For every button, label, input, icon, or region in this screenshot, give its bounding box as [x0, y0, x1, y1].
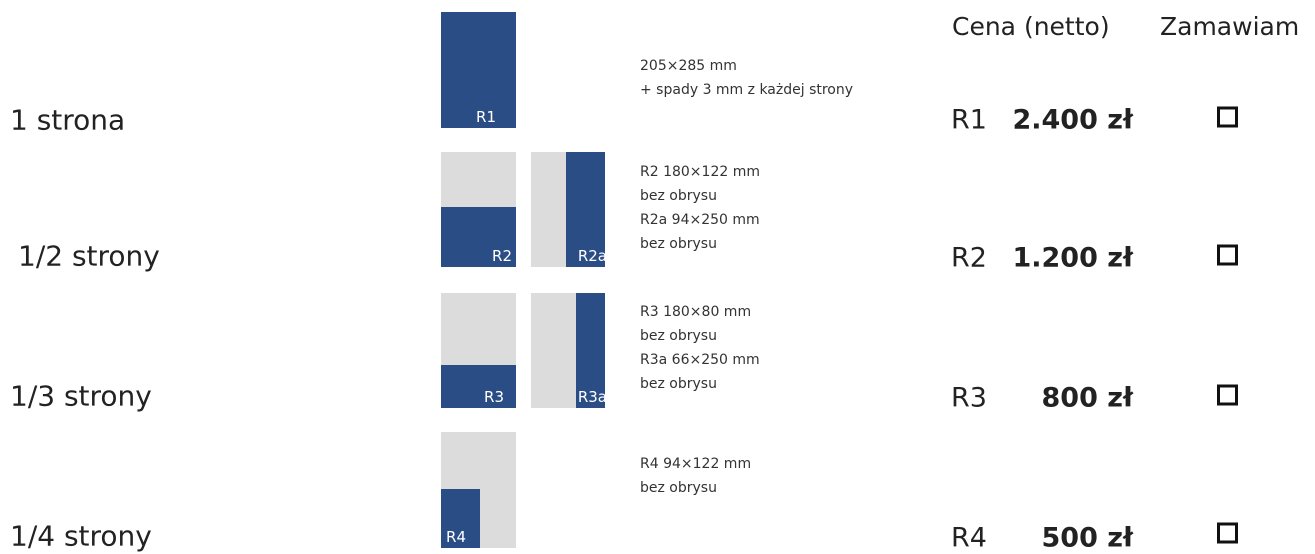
ad-area: R2a — [566, 152, 607, 267]
page-box: R3 — [441, 293, 516, 408]
page-box: R3a — [531, 293, 607, 408]
order-checkbox[interactable] — [1217, 522, 1238, 544]
page-box: R2a — [531, 152, 607, 267]
box-label: R3a — [577, 388, 607, 406]
description: R3 180×80 mm bez obrysu R3a 66×250 mm be… — [640, 300, 760, 396]
box-label: R4 — [446, 528, 466, 546]
description-line: R3 180×80 mm — [640, 304, 752, 320]
description-line: R4 94×122 mm — [640, 456, 752, 472]
description: 205×285 mm + spady 3 mm z każdej strony — [640, 54, 853, 102]
order-header: Zamawiam — [1160, 12, 1300, 41]
description-line: bez obrysu — [640, 480, 717, 496]
price-code: R4 — [951, 522, 987, 554]
row-label: 1 strona — [10, 103, 126, 137]
description-line: R2 180×122 mm — [640, 164, 760, 180]
description-line: R3a 66×250 mm — [640, 352, 760, 368]
row-label: 1/2 strony — [18, 239, 160, 273]
description-line: + spady 3 mm z każdej strony — [640, 82, 854, 98]
description: R2 180×122 mm bez obrysu R2a 94×250 mm b… — [640, 160, 760, 256]
order-checkbox[interactable] — [1217, 244, 1238, 266]
description-line: bez obrysu — [640, 188, 717, 204]
order-checkbox[interactable] — [1217, 384, 1238, 406]
price-code: R1 — [951, 104, 987, 136]
price: 500 zł — [1041, 522, 1134, 554]
box-label: R2 — [492, 247, 512, 265]
price: 2.400 zł — [1012, 104, 1133, 136]
description-line: bez obrysu — [640, 376, 717, 392]
description-line: 205×285 mm — [640, 58, 737, 74]
description: R4 94×122 mm bez obrysu — [640, 452, 751, 500]
order-checkbox[interactable] — [1217, 106, 1238, 128]
ad-area: R3 — [441, 365, 516, 408]
box-label: R3 — [484, 388, 504, 406]
row-label: 1/4 strony — [10, 519, 152, 553]
page-box: R1 — [441, 12, 516, 128]
price: 800 zł — [1041, 382, 1134, 414]
price-code: R2 — [951, 242, 987, 274]
ad-area: R3a — [576, 293, 607, 408]
price: 1.200 zł — [1012, 242, 1133, 274]
ad-area: R2 — [441, 207, 516, 267]
description-line: bez obrysu — [640, 328, 717, 344]
page-box: R4 — [441, 432, 516, 548]
page-box: R2 — [441, 152, 516, 267]
box-label: R2a — [577, 247, 607, 265]
box-label: R1 — [476, 108, 496, 126]
description-line: bez obrysu — [640, 236, 717, 252]
row-label: 1/3 strony — [10, 379, 152, 413]
ad-area: R4 — [441, 489, 480, 548]
price-code: R3 — [951, 382, 987, 414]
price-header: Cena (netto) — [952, 12, 1110, 41]
description-line: R2a 94×250 mm — [640, 212, 760, 228]
